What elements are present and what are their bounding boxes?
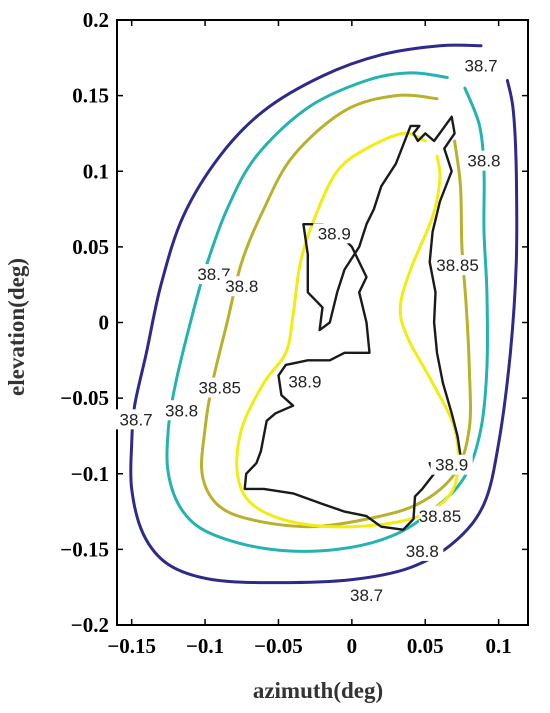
contour-label: 38.85 <box>419 507 462 526</box>
contour-label-bg <box>220 276 263 297</box>
contour-label-bg <box>418 506 461 527</box>
contour-label: 38.7 <box>350 586 383 605</box>
contour-label: 38.8 <box>406 542 439 561</box>
contour-label-bg <box>198 377 241 398</box>
y-tick-label: −0.15 <box>60 537 109 561</box>
y-tick-label: 0.1 <box>83 159 109 183</box>
contour-label: 38.8 <box>165 401 198 420</box>
x-tick-label: 0.1 <box>486 634 512 658</box>
contour-label-bg <box>160 400 203 421</box>
x-axis-label: azimuth(deg) <box>253 678 383 703</box>
contour-line-38.85 <box>200 93 472 529</box>
y-tick-label: 0.05 <box>72 235 109 259</box>
contour-lines <box>129 43 519 585</box>
y-tick-label: 0 <box>99 311 110 335</box>
contour-label: 38.8 <box>467 152 500 171</box>
y-tick-label: −0.2 <box>71 613 109 637</box>
x-tick-label: 0.05 <box>407 634 444 658</box>
contour-label: 38.8 <box>225 277 258 296</box>
contour-label: 38.85 <box>436 256 479 275</box>
contour-label-bg <box>401 540 444 561</box>
contour-label: 38.7 <box>120 410 153 429</box>
y-tick-label: −0.1 <box>71 462 109 486</box>
contour-label: 38.85 <box>198 379 241 398</box>
x-tick-label: −0.05 <box>254 634 303 658</box>
contour-line-38.8 <box>165 71 489 553</box>
y-tick-label: 0.15 <box>72 84 109 108</box>
contour-label: 38.9 <box>435 456 468 475</box>
contour-label-bg <box>313 223 356 244</box>
contour-label-bg <box>430 454 473 475</box>
boundary-outline <box>243 115 462 531</box>
x-tick-label: −0.1 <box>186 634 224 658</box>
y-tick-label: 0.2 <box>83 8 109 32</box>
contour-label: 38.9 <box>318 224 351 243</box>
x-tick-label: 0 <box>347 634 358 658</box>
contour-label-bg <box>115 409 158 430</box>
boundary-polygon <box>243 115 462 531</box>
contour-label-bg <box>345 584 388 605</box>
contour-label-bg <box>462 150 505 171</box>
contour-labels: 38.738.738.738.738.838.838.838.838.8538.… <box>115 55 505 605</box>
contour-label-bg <box>460 55 503 76</box>
y-axis-label: elevation(deg) <box>4 258 29 396</box>
axis-ticks: −0.15 −0.1 −0.05 0 0.05 0.1 0.2 0.15 0.1 0.05 0 −0.… <box>60 8 528 658</box>
contour-label: 38.9 <box>288 373 321 392</box>
y-tick-label: −0.05 <box>60 386 109 410</box>
contour-label-bg <box>283 371 326 392</box>
x-tick-label: −0.15 <box>107 634 156 658</box>
contour-label-bg <box>436 255 479 276</box>
contour-line-38.7 <box>129 43 519 585</box>
contour-line-38.9 <box>235 131 460 529</box>
contour-label: 38.7 <box>464 56 497 75</box>
